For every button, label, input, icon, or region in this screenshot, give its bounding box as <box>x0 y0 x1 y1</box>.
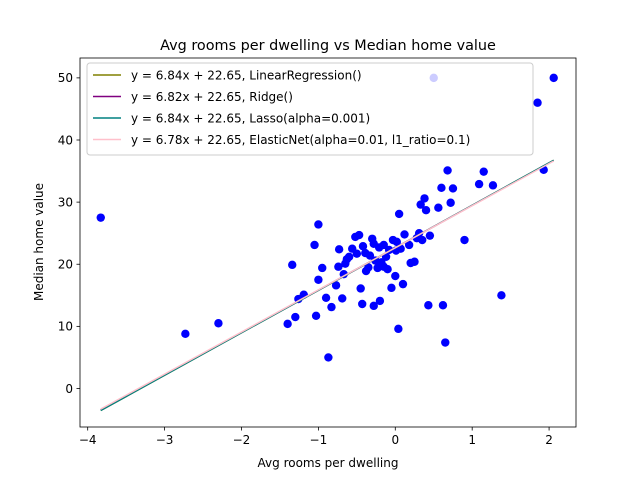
scatter-point <box>394 324 403 334</box>
scatter-point <box>352 249 362 258</box>
legend-label-4: y = 6.78x + 22.65, ElasticNet(alpha=0.01… <box>131 133 470 147</box>
y-tick-label: 0 <box>65 382 73 396</box>
scatter-point <box>318 263 327 273</box>
x-tick-label: −1 <box>310 433 328 447</box>
scatter-point <box>446 198 455 207</box>
x-axis-label: Avg rooms per dwelling <box>258 456 399 470</box>
scatter-point <box>334 262 343 271</box>
regression-line-4 <box>100 160 555 410</box>
scatter-point <box>344 252 354 261</box>
x-tick-label: 0 <box>391 433 399 447</box>
x-tick-label: −4 <box>79 433 97 447</box>
scatter-point <box>364 263 373 272</box>
scatter-point <box>434 203 443 212</box>
legend-label-2: y = 6.82x + 22.65, Ridge() <box>131 90 293 104</box>
scatter-point <box>283 319 292 329</box>
scatter-point <box>474 179 484 189</box>
scatter-point <box>379 262 388 271</box>
y-tick-label: 50 <box>58 71 73 85</box>
scatter-point <box>314 275 323 284</box>
scatter-point <box>437 183 446 193</box>
y-tick-label: 20 <box>58 258 73 272</box>
scatter-point <box>96 213 105 222</box>
scatter-point <box>479 167 488 176</box>
scatter-point <box>331 281 341 290</box>
y-tick-label: 40 <box>58 133 73 147</box>
scatter-point <box>420 194 429 203</box>
scatter-point <box>354 230 364 240</box>
legend-label-1: y = 6.84x + 22.65, LinearRegression() <box>131 68 362 82</box>
scatter-point <box>288 260 297 270</box>
scatter-point <box>392 237 402 247</box>
x-tick-label: 2 <box>545 433 553 447</box>
plot-frame <box>79 57 577 428</box>
legend-label-3: y = 6.84x + 22.65, Lasso(alpha=0.001) <box>131 111 370 125</box>
scatter-point <box>338 294 347 303</box>
scatter-point <box>416 200 425 209</box>
scatter-point <box>365 251 375 260</box>
scatter-point <box>404 240 414 250</box>
scatter-point <box>549 73 558 83</box>
scatter-point <box>391 271 400 281</box>
scatter-point <box>448 184 458 193</box>
scatter-point <box>214 319 223 328</box>
scatter-point <box>339 269 348 279</box>
scatter-point <box>533 98 542 107</box>
scatter-point <box>441 338 450 347</box>
scatter-point <box>321 293 331 302</box>
scatter-point <box>181 329 190 339</box>
scatter-point <box>406 258 415 268</box>
y-tick-label: 10 <box>58 320 73 334</box>
scatter-point <box>421 206 431 215</box>
scatter-point <box>314 220 323 229</box>
scatter-point <box>310 240 319 250</box>
y-axis-label: Median home value <box>32 183 46 301</box>
scatter-point <box>425 231 435 240</box>
chart-title: Avg rooms per dwelling vs Median home va… <box>160 38 496 54</box>
scatter-point <box>358 299 367 309</box>
scatter-point <box>334 245 344 254</box>
legend-box <box>86 62 534 156</box>
scatter-point <box>394 209 404 219</box>
scatter-point <box>488 181 498 190</box>
scatter-point <box>356 284 365 293</box>
scatter-point <box>443 166 452 175</box>
legend: y = 6.84x + 22.65, LinearRegression() y =… <box>86 62 534 156</box>
scatter-point <box>387 283 396 293</box>
scatter-point <box>375 296 385 306</box>
scatter-point <box>327 302 336 312</box>
x-tick-label: −2 <box>233 433 251 447</box>
scatter-point <box>398 279 408 289</box>
scatter-point <box>424 301 433 310</box>
scatter-point <box>324 353 333 362</box>
scatter-point <box>341 259 350 268</box>
scatter-point <box>358 242 368 251</box>
scatter-point <box>379 240 388 250</box>
scatter-point <box>369 239 378 248</box>
x-tick-label: 1 <box>468 433 476 447</box>
scatter-point <box>311 311 321 320</box>
scatter-point <box>400 230 409 239</box>
x-tick-label: −3 <box>156 433 174 447</box>
regression-lines <box>100 159 555 412</box>
scatter-point <box>460 235 469 245</box>
scatter-point <box>291 312 300 322</box>
scatter-point <box>438 301 448 310</box>
y-tick-label: 30 <box>58 195 73 209</box>
scatter-point <box>418 235 427 245</box>
scatter-point <box>497 291 506 300</box>
scatter-point <box>369 301 378 311</box>
